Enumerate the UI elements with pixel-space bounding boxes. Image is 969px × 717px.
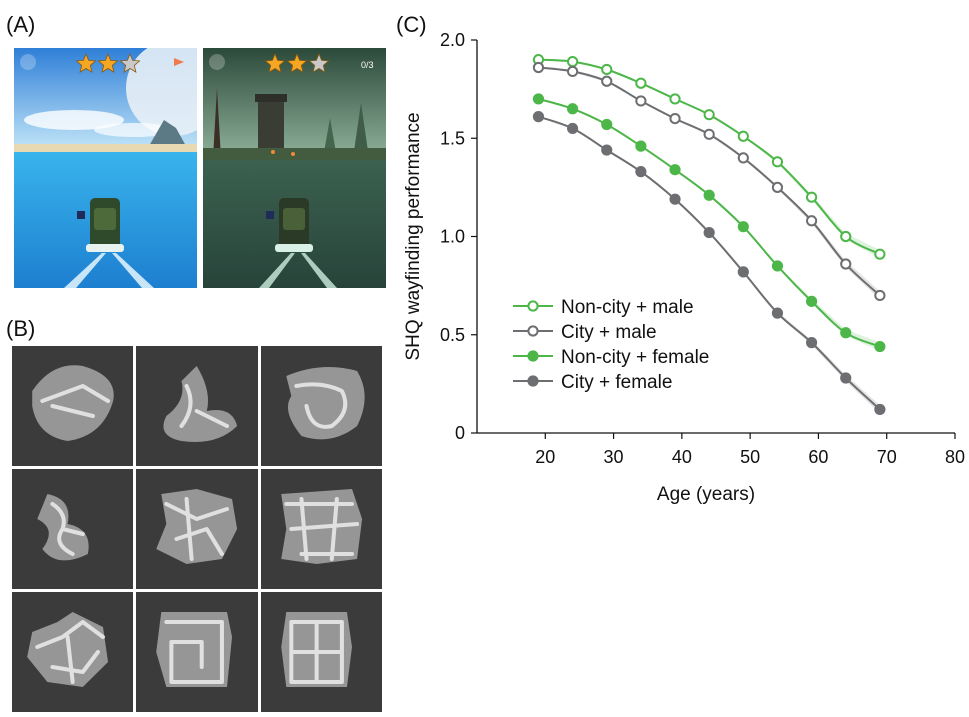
data-point xyxy=(806,215,818,227)
legend-label: City + male xyxy=(561,322,657,343)
data-point xyxy=(737,152,749,164)
game-screenshot-sea xyxy=(14,48,197,288)
data-point xyxy=(635,77,647,89)
data-point xyxy=(840,372,852,384)
data-point xyxy=(669,193,681,205)
x-tick-label: 80 xyxy=(945,447,965,467)
series-line xyxy=(538,66,881,297)
maze-map-grid xyxy=(12,346,382,712)
x-tick-label: 60 xyxy=(808,447,828,467)
data-point xyxy=(840,327,852,339)
star-icon xyxy=(75,52,97,73)
data-point xyxy=(635,95,647,107)
x-tick-label: 50 xyxy=(740,447,760,467)
x-tick-label: 30 xyxy=(604,447,624,467)
y-tick-label: 0 xyxy=(455,423,465,443)
data-point xyxy=(669,164,681,176)
data-point xyxy=(703,128,715,140)
star-icon xyxy=(308,52,330,73)
series-ribbon xyxy=(538,66,880,300)
data-point xyxy=(635,166,647,178)
y-tick-label: 0.5 xyxy=(440,325,465,345)
data-point xyxy=(532,61,545,74)
panel-b-label: (B) xyxy=(6,316,36,341)
data-point xyxy=(601,75,613,87)
data-point xyxy=(601,63,613,76)
data-point xyxy=(806,191,818,203)
legend-label: Non-city + female xyxy=(561,347,709,368)
data-point xyxy=(874,289,886,302)
y-tick-label: 2.0 xyxy=(440,30,465,50)
data-point xyxy=(601,144,613,156)
pause-icon-2 xyxy=(209,54,225,70)
maze-map xyxy=(260,592,382,712)
maze-map xyxy=(136,346,258,466)
y-tick-label: 1.0 xyxy=(440,227,465,247)
data-point xyxy=(771,181,784,193)
maze-map xyxy=(12,592,134,712)
star-icon xyxy=(286,52,308,73)
y-tick-label: 1.5 xyxy=(440,128,465,148)
data-point xyxy=(874,403,886,416)
legend-marker xyxy=(527,350,539,362)
panel-c-label: (C) xyxy=(396,12,427,37)
data-point xyxy=(567,103,579,115)
data-point xyxy=(567,65,579,78)
data-point xyxy=(771,156,784,168)
data-point xyxy=(601,118,613,131)
legend-marker xyxy=(527,375,539,387)
maze-map xyxy=(136,469,258,589)
x-axis-label: Age (years) xyxy=(657,484,755,505)
x-tick-label: 40 xyxy=(672,447,692,467)
series-line xyxy=(538,58,881,256)
data-point xyxy=(669,93,681,105)
collect-counter: 0/3 xyxy=(361,60,374,70)
panel-a-label: (A) xyxy=(6,12,36,37)
game-screenshot-swamp: 0/3 xyxy=(203,48,386,288)
data-point xyxy=(703,109,715,121)
data-point xyxy=(874,248,886,260)
data-point xyxy=(771,260,784,272)
legend-label: Non-city + male xyxy=(561,297,694,318)
x-tick-label: 20 xyxy=(535,447,555,467)
legend-marker xyxy=(527,300,539,312)
star-icon xyxy=(119,52,141,73)
data-point xyxy=(874,340,886,353)
data-point xyxy=(840,258,852,270)
maze-map xyxy=(12,469,134,589)
data-point xyxy=(532,93,545,105)
data-point xyxy=(806,295,818,307)
star-icon xyxy=(264,52,286,73)
data-point xyxy=(771,307,784,319)
maze-map xyxy=(12,346,134,466)
data-point xyxy=(635,140,647,152)
data-point xyxy=(532,111,545,123)
data-point xyxy=(840,230,852,243)
data-point xyxy=(737,266,749,278)
data-point xyxy=(669,113,681,125)
maze-map xyxy=(136,592,258,712)
x-tick-label: 70 xyxy=(877,447,897,467)
wayfinding-line-chart: 0 0.5 1.0 1.5 2.0 20 30 40 50 60 70 80 Age (years) SH… xyxy=(395,0,969,712)
data-point xyxy=(567,56,579,68)
maze-map xyxy=(260,469,382,589)
data-point xyxy=(737,221,749,233)
star-icon xyxy=(97,52,119,73)
legend-marker xyxy=(527,325,539,337)
data-point xyxy=(567,122,579,135)
data-point xyxy=(703,189,715,201)
legend-label: City + female xyxy=(561,372,672,393)
data-point xyxy=(737,130,749,142)
data-point xyxy=(703,226,715,239)
data-point xyxy=(806,337,818,349)
pause-icon xyxy=(20,54,36,70)
series-ribbon xyxy=(538,115,880,414)
maze-map xyxy=(260,346,382,466)
y-axis-label: SHQ wayfinding performance xyxy=(403,112,424,360)
